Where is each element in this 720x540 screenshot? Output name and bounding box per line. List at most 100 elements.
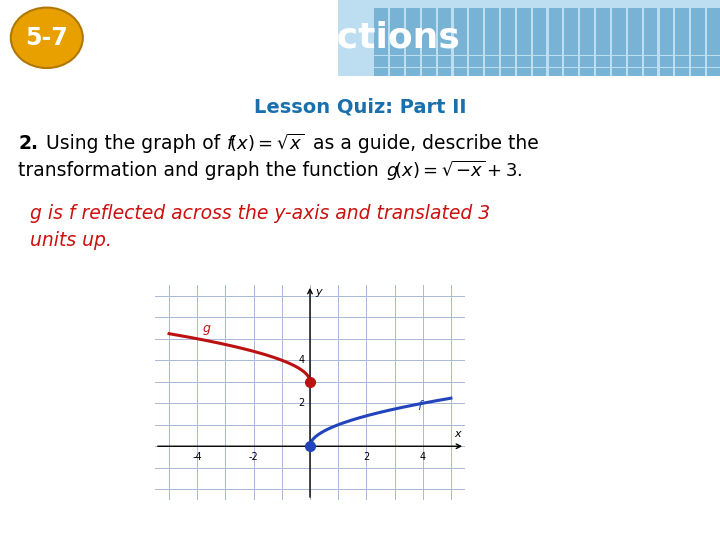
Text: Using the graph of: Using the graph of bbox=[46, 133, 220, 153]
Bar bbox=[596, 20, 610, 32]
Bar bbox=[390, 44, 404, 56]
Bar bbox=[580, 20, 594, 32]
Bar bbox=[660, 56, 673, 68]
Bar bbox=[612, 44, 626, 56]
Bar bbox=[691, 56, 705, 68]
Bar bbox=[580, 56, 594, 68]
Bar bbox=[374, 68, 388, 79]
Text: -4: -4 bbox=[192, 451, 202, 462]
Bar bbox=[707, 32, 720, 44]
Text: -2: -2 bbox=[249, 451, 258, 462]
Bar bbox=[390, 56, 404, 68]
Bar bbox=[691, 44, 705, 56]
Bar bbox=[691, 68, 705, 79]
Bar bbox=[675, 32, 689, 44]
Bar bbox=[549, 44, 562, 56]
Bar bbox=[533, 56, 546, 68]
Bar bbox=[660, 44, 673, 56]
Bar bbox=[517, 32, 531, 44]
Text: y: y bbox=[315, 287, 322, 297]
Bar bbox=[422, 8, 436, 19]
Bar bbox=[564, 56, 578, 68]
Bar bbox=[533, 68, 546, 79]
Bar bbox=[564, 44, 578, 56]
Bar bbox=[406, 56, 420, 68]
Bar bbox=[469, 32, 483, 44]
Text: $f\!\left(x\right)=\sqrt{x}$: $f\!\left(x\right)=\sqrt{x}$ bbox=[226, 132, 305, 154]
Bar bbox=[469, 8, 483, 19]
Bar bbox=[501, 68, 515, 79]
Bar bbox=[469, 56, 483, 68]
Bar bbox=[675, 20, 689, 32]
Bar bbox=[612, 68, 626, 79]
Bar bbox=[501, 56, 515, 68]
Bar bbox=[454, 8, 467, 19]
Text: units up.: units up. bbox=[30, 231, 112, 249]
Bar bbox=[596, 8, 610, 19]
Bar bbox=[691, 8, 705, 19]
Bar bbox=[517, 8, 531, 19]
Bar bbox=[533, 32, 546, 44]
Bar bbox=[374, 8, 388, 19]
Bar bbox=[406, 20, 420, 32]
Bar bbox=[564, 8, 578, 19]
Text: 5-7: 5-7 bbox=[25, 26, 68, 50]
Bar bbox=[549, 20, 562, 32]
Bar bbox=[707, 20, 720, 32]
Text: 4: 4 bbox=[298, 355, 305, 365]
Bar bbox=[517, 20, 531, 32]
Bar bbox=[707, 68, 720, 79]
Bar bbox=[549, 8, 562, 19]
Bar bbox=[628, 56, 642, 68]
Bar bbox=[612, 20, 626, 32]
Text: 2: 2 bbox=[363, 451, 369, 462]
Bar bbox=[644, 20, 657, 32]
Bar bbox=[580, 68, 594, 79]
Bar bbox=[549, 56, 562, 68]
Bar bbox=[533, 20, 546, 32]
Bar bbox=[628, 44, 642, 56]
Bar bbox=[564, 32, 578, 44]
Text: as a guide, describe the: as a guide, describe the bbox=[313, 133, 539, 153]
Bar bbox=[438, 44, 451, 56]
Bar bbox=[644, 44, 657, 56]
Bar bbox=[707, 8, 720, 19]
Text: Copyright © by Holt Mc Dougal. All Rights Reserved.: Copyright © by Holt Mc Dougal. All Right… bbox=[413, 517, 706, 526]
Bar bbox=[374, 56, 388, 68]
Bar bbox=[549, 68, 562, 79]
Bar bbox=[707, 44, 720, 56]
Bar bbox=[406, 44, 420, 56]
Bar bbox=[390, 20, 404, 32]
Bar bbox=[628, 68, 642, 79]
Bar bbox=[390, 8, 404, 19]
Bar bbox=[454, 56, 467, 68]
Bar bbox=[628, 32, 642, 44]
Bar bbox=[580, 32, 594, 44]
Bar bbox=[422, 56, 436, 68]
Bar bbox=[374, 20, 388, 32]
Text: Lesson Quiz: Part II: Lesson Quiz: Part II bbox=[253, 98, 467, 117]
Bar bbox=[596, 44, 610, 56]
Ellipse shape bbox=[11, 8, 83, 68]
Bar bbox=[338, 0, 720, 76]
Bar bbox=[533, 8, 546, 19]
Bar bbox=[406, 68, 420, 79]
Bar bbox=[390, 68, 404, 79]
Bar bbox=[580, 8, 594, 19]
Bar bbox=[564, 68, 578, 79]
Bar bbox=[691, 32, 705, 44]
Bar bbox=[660, 8, 673, 19]
Bar bbox=[485, 20, 499, 32]
Bar bbox=[596, 68, 610, 79]
Bar bbox=[485, 56, 499, 68]
Bar bbox=[406, 8, 420, 19]
Bar bbox=[422, 20, 436, 32]
Bar bbox=[533, 44, 546, 56]
Bar bbox=[406, 32, 420, 44]
Text: 2.: 2. bbox=[18, 133, 38, 153]
Bar bbox=[675, 44, 689, 56]
Bar bbox=[612, 56, 626, 68]
Bar bbox=[644, 56, 657, 68]
Bar bbox=[660, 20, 673, 32]
Bar bbox=[517, 56, 531, 68]
